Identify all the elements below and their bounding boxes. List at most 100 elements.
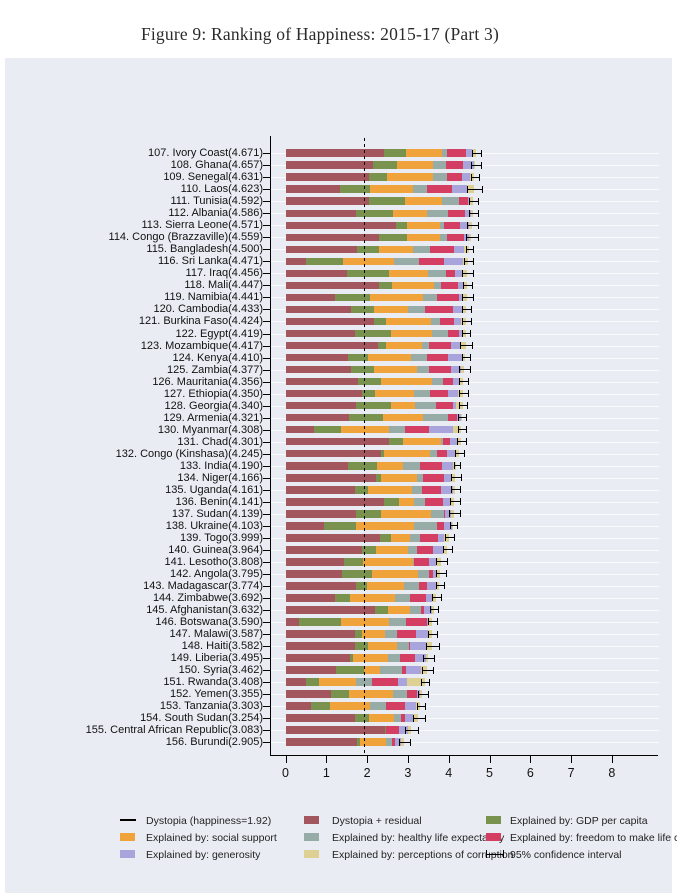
row-gridline bbox=[271, 561, 659, 563]
bar-row bbox=[285, 714, 419, 722]
bar-segment-freedom bbox=[443, 221, 460, 230]
bar-segment-gdp bbox=[356, 401, 392, 410]
bar-segment-freedom bbox=[446, 149, 466, 157]
y-axis-tick bbox=[263, 513, 270, 515]
country-label: 152. Yemen(3.355) bbox=[170, 688, 263, 701]
y-axis-tick bbox=[263, 573, 270, 575]
bar-row bbox=[285, 185, 475, 194]
y-axis-tick bbox=[263, 333, 270, 335]
bar-segment-freedom bbox=[443, 510, 445, 518]
bar-segment-health bbox=[413, 245, 431, 254]
bar-segment-generosity bbox=[450, 365, 461, 374]
error-bar bbox=[457, 426, 467, 434]
bar-segment-social bbox=[329, 702, 371, 710]
bar-segment-residual bbox=[285, 461, 348, 470]
bar-segment-gdp bbox=[355, 209, 394, 218]
error-bar bbox=[471, 149, 483, 157]
row-gridline bbox=[271, 477, 659, 479]
error-bar bbox=[421, 678, 430, 686]
error-bar bbox=[449, 522, 459, 530]
bar-segment-health bbox=[388, 618, 406, 626]
y-axis-tick bbox=[263, 549, 270, 551]
error-bar-line bbox=[460, 381, 469, 383]
error-bar-line bbox=[472, 152, 482, 154]
error-bar bbox=[416, 702, 426, 710]
row-gridline bbox=[271, 585, 659, 587]
error-bar bbox=[443, 546, 454, 554]
error-bar-line bbox=[458, 429, 466, 431]
error-bar-line bbox=[436, 573, 446, 575]
bar-row bbox=[285, 678, 425, 686]
bar-segment-generosity bbox=[452, 305, 464, 314]
bar-segment-gdp bbox=[351, 365, 374, 374]
bar-row bbox=[285, 449, 459, 458]
country-label: 143. Madagascar(3.774) bbox=[143, 579, 263, 592]
bar-segment-freedom bbox=[420, 534, 438, 542]
error-bar bbox=[449, 510, 462, 518]
error-bar-line bbox=[450, 513, 461, 515]
bar-segment-residual bbox=[285, 510, 356, 518]
country-label: 118. Mali(4.447) bbox=[184, 279, 263, 292]
bar-segment-residual bbox=[285, 233, 379, 242]
y-axis-tick bbox=[263, 249, 270, 251]
bar-segment-health bbox=[379, 666, 402, 674]
bar-segment-health bbox=[434, 281, 441, 290]
bar-segment-freedom bbox=[440, 317, 454, 326]
bar-row bbox=[285, 281, 467, 290]
country-label: 127. Ethiopia(4.350) bbox=[163, 387, 263, 400]
bar-segment-health bbox=[433, 173, 447, 182]
bar-segment-social bbox=[375, 546, 409, 554]
bar-segment-generosity bbox=[442, 497, 452, 506]
bar-segment-residual bbox=[285, 582, 357, 590]
country-label: 151. Rwanda(3.408) bbox=[163, 676, 263, 689]
error-bar bbox=[422, 654, 436, 662]
bar-segment-freedom bbox=[420, 461, 443, 470]
bar-segment-residual bbox=[285, 197, 369, 206]
error-bar-line bbox=[452, 477, 461, 479]
bar-segment-social bbox=[373, 305, 408, 314]
chart-panel: 0 1 2 3 4 5 6 7 8 107. Ivory Coast(4.671) 108. Gha… bbox=[5, 58, 677, 893]
bar-segment-health bbox=[426, 209, 448, 218]
country-label: 120. Cambodia(4.433) bbox=[153, 303, 263, 316]
bar-segment-gdp bbox=[375, 473, 382, 482]
bar-segment-gdp bbox=[374, 606, 388, 614]
bar-segment-health bbox=[431, 317, 441, 326]
bar-segment-generosity bbox=[426, 618, 428, 626]
error-bar-icon bbox=[486, 850, 504, 858]
y-axis-tick bbox=[263, 525, 270, 527]
country-label: 110. Laos(4.623) bbox=[180, 183, 263, 196]
bar-segment-generosity bbox=[461, 173, 470, 182]
bar-segment-social bbox=[377, 461, 404, 470]
bar-segment-gdp bbox=[305, 678, 320, 686]
bar-segment-health bbox=[403, 461, 421, 470]
bar-segment-generosity bbox=[443, 257, 464, 266]
bar-segment-freedom bbox=[418, 257, 444, 266]
legend-label: Explained by: perceptions of corruption bbox=[332, 849, 514, 861]
bar-segment-generosity bbox=[452, 185, 468, 194]
error-bar bbox=[462, 281, 473, 289]
bar-segment-freedom bbox=[430, 245, 454, 254]
x-axis-tick bbox=[326, 756, 328, 763]
bar-segment-health bbox=[389, 425, 406, 434]
country-label: 114. Congo (Brazzaville)(4.559) bbox=[108, 231, 263, 244]
bar-segment-residual bbox=[285, 329, 356, 338]
bar-segment-freedom bbox=[427, 353, 449, 362]
bar-segment-freedom bbox=[409, 594, 427, 602]
y-axis-tick bbox=[263, 369, 270, 371]
error-bar bbox=[463, 257, 474, 265]
bar-segment-generosity bbox=[414, 654, 427, 662]
bar-segment-generosity bbox=[448, 353, 463, 362]
bar-segment-residual bbox=[285, 209, 356, 218]
row-gridline bbox=[271, 670, 659, 672]
bar-segment-generosity bbox=[398, 678, 407, 686]
country-label: 156. Burundi(2.905) bbox=[165, 736, 263, 749]
country-label: 135. Uganda(4.161) bbox=[165, 483, 263, 496]
bar-segment-health bbox=[396, 642, 409, 650]
bar-segment-generosity bbox=[457, 281, 464, 290]
row-gridline bbox=[271, 489, 659, 491]
bar-segment-health bbox=[416, 365, 429, 374]
legend-label: Dystopia + residual bbox=[332, 815, 422, 827]
bar-segment-social bbox=[390, 329, 432, 338]
bar-row bbox=[285, 485, 456, 494]
bar-segment-freedom bbox=[429, 341, 451, 350]
